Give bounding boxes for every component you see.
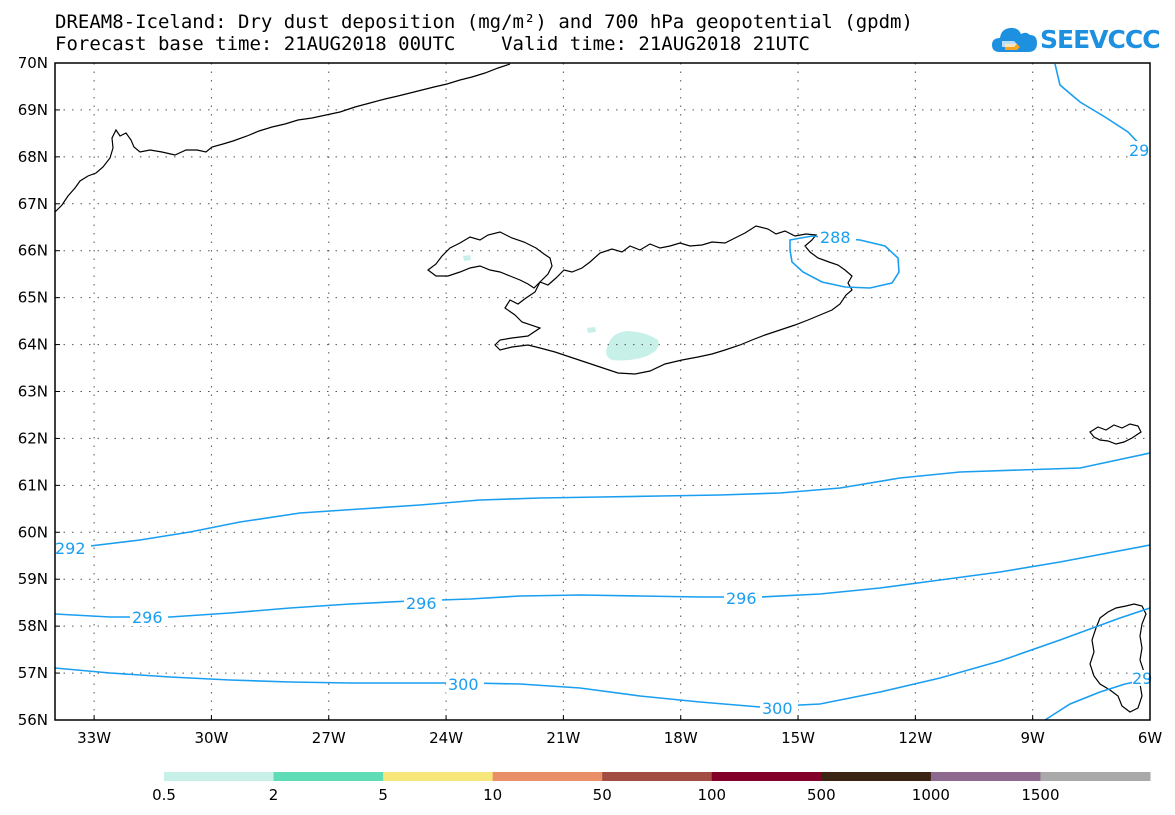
latitude-label: 68N — [18, 148, 48, 166]
legend-label: 50 — [592, 786, 612, 804]
faroe-coast — [1089, 423, 1142, 445]
contour-292 — [54, 452, 1151, 549]
longitude-label: 21W — [546, 729, 580, 747]
legend-colorbar — [164, 772, 1151, 781]
latitude-label: 66N — [18, 242, 48, 260]
latitude-label: 70N — [18, 54, 48, 72]
scotland-coast — [1089, 603, 1147, 713]
contour-label-300-b: 300 — [762, 699, 793, 718]
legend-label: 10 — [483, 786, 503, 804]
contour-label-300-a: 300 — [448, 675, 479, 694]
contour-labels: 288 292 296 296 296 300 300 29 29 — [55, 141, 1152, 718]
latitude-label: 57N — [18, 664, 48, 682]
legend-swatch — [602, 772, 713, 781]
contour-29-ne — [1054, 63, 1146, 151]
legend-swatch — [711, 772, 822, 781]
legend-swatch — [1040, 772, 1151, 781]
contour-label-296-a: 296 — [132, 608, 163, 627]
longitude-label: 12W — [898, 729, 932, 747]
longitude-label: 6W — [1138, 729, 1163, 747]
contour-300 — [54, 607, 1151, 708]
dust-patch-small — [587, 327, 596, 333]
longitude-label: 24W — [429, 729, 463, 747]
map-subtitle: Forecast base time: 21AUG2018 00UTC Vali… — [55, 33, 810, 55]
latitude-label: 56N — [18, 711, 48, 729]
legend-swatch — [492, 772, 603, 781]
latitude-label: 63N — [18, 383, 48, 401]
longitude-label: 15W — [781, 729, 815, 747]
legend-label: 0.5 — [152, 786, 176, 804]
contour-label-296-b: 296 — [406, 594, 437, 613]
legend-label: 1500 — [1021, 786, 1060, 804]
legend-swatch — [164, 772, 275, 781]
longitude-label: 27W — [312, 729, 346, 747]
dust-patch-main — [606, 331, 659, 361]
map-frame — [54, 62, 1151, 721]
legend-label: 500 — [807, 786, 836, 804]
legend-label: 100 — [697, 786, 727, 804]
map-title: DREAM8-Iceland: Dry dust deposition (mg/… — [55, 11, 913, 33]
logo-text: SEEVCCC — [1040, 25, 1161, 54]
legend-label: 1000 — [911, 786, 950, 804]
contour-label-29-ne: 29 — [1129, 141, 1149, 160]
contour-296 — [54, 544, 1151, 618]
iceland-coast — [494, 225, 853, 375]
westfjords-coast — [427, 231, 553, 289]
latitude-label: 59N — [18, 570, 48, 588]
latitude-label: 61N — [18, 476, 48, 494]
legend-label: 5 — [378, 786, 388, 804]
latitude-label: 67N — [18, 195, 48, 213]
latitude-label: 58N — [18, 617, 48, 635]
longitude-label: 33W — [77, 729, 111, 747]
dust-deposition-areas — [463, 255, 659, 361]
geopotential-contours — [54, 63, 1151, 721]
contour-label-288: 288 — [820, 228, 851, 247]
latitude-labels: 56N 57N 58N 59N 60N 61N 62N 63N 64N 65N 66N 67N 68N 6… — [18, 54, 60, 729]
greenland-coast — [54, 63, 511, 213]
legend-labels: 0.5 2 5 10 50 100 500 1000 1500 — [0, 786, 1175, 806]
legend-swatch — [383, 772, 494, 781]
legend-label: 2 — [268, 786, 279, 804]
contour-label-292: 292 — [55, 539, 86, 558]
latitude-label: 60N — [18, 523, 48, 541]
longitude-label: 18W — [664, 729, 698, 747]
legend-swatch — [930, 772, 1041, 781]
latitude-label: 65N — [18, 289, 48, 307]
longitude-label: 30W — [194, 729, 228, 747]
latitude-label: 62N — [18, 429, 48, 447]
latitude-label: 64N — [18, 336, 48, 354]
coastlines — [54, 63, 1147, 713]
dust-patch-west — [463, 255, 471, 261]
longitude-labels: 33W 30W 27W 24W 21W 18W 15W 12W 9W 6W — [77, 715, 1162, 747]
lat-lon-grid — [55, 63, 1150, 720]
cloud-logo-icon — [992, 27, 1037, 52]
contour-label-296-c: 296 — [726, 589, 757, 608]
legend-swatch — [273, 772, 384, 781]
longitude-label: 9W — [1020, 729, 1045, 747]
legend-swatch — [821, 772, 932, 781]
contour-label-29-se: 29 — [1132, 669, 1152, 688]
latitude-label: 69N — [18, 101, 48, 119]
seevccc-logo: SEEVCCC — [990, 22, 1161, 58]
